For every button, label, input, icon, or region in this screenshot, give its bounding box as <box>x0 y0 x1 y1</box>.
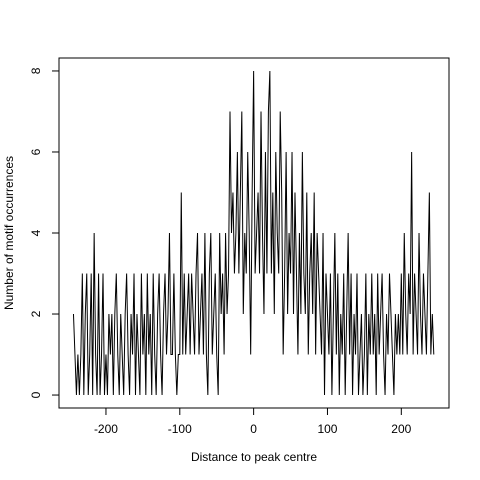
x-tick-label: 100 <box>317 422 337 436</box>
x-tick-label: -200 <box>94 422 118 436</box>
y-tick-label: 4 <box>29 229 43 236</box>
x-axis-label: Distance to peak centre <box>191 450 317 464</box>
x-tick-label: 200 <box>391 422 411 436</box>
y-tick-label: 8 <box>29 67 43 74</box>
y-axis-label: Number of motif occurrences <box>2 156 16 310</box>
x-tick-label: -100 <box>168 422 192 436</box>
y-tick-label: 6 <box>29 148 43 155</box>
x-tick-label: 0 <box>250 422 257 436</box>
y-tick-label: 2 <box>29 310 43 317</box>
data-line <box>72 70 435 396</box>
y-tick-label: 0 <box>29 391 43 398</box>
